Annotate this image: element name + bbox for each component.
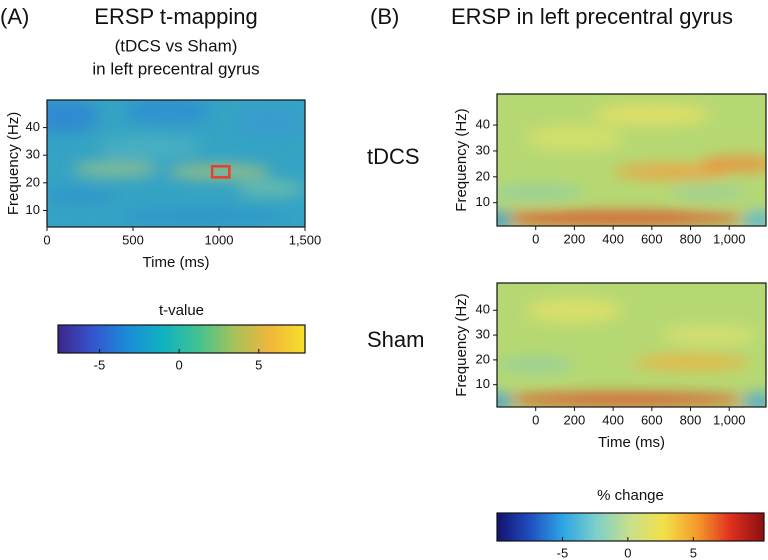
plot-frame — [496, 93, 767, 227]
colorbar — [496, 512, 765, 542]
x-tick-label: 0 — [43, 232, 50, 247]
x-tick-label: 0 — [532, 412, 539, 427]
heatmap-blob — [72, 160, 159, 178]
heatmap-blob — [497, 211, 749, 225]
x-tick-label: 200 — [564, 231, 586, 246]
y-tick-label: 10 — [476, 194, 490, 209]
y-tick-label: 20 — [476, 168, 490, 183]
colorbar-tick-label: 0 — [175, 357, 182, 372]
panel-title: ERSP in left precentral gyrus — [451, 4, 733, 29]
y-tick-label: 40 — [26, 119, 40, 134]
row-label: Sham — [367, 327, 424, 352]
panel-label: (A) — [0, 4, 29, 29]
heatmap-blob — [613, 163, 730, 180]
heatmap-blob — [661, 325, 759, 345]
colorbar-tick-label: 5 — [690, 545, 697, 560]
heatmap — [497, 94, 766, 226]
heatmap-blob — [47, 188, 116, 205]
panel-title: ERSP t-mapping — [94, 4, 257, 29]
y-tick-label: 10 — [26, 202, 40, 217]
highlight-box — [210, 165, 231, 179]
heatmap-blob — [167, 163, 271, 181]
y-tick-label: 30 — [476, 142, 490, 157]
heatmap-blob — [526, 297, 623, 323]
x-tick-label: 1000 — [205, 232, 234, 247]
heatmap-blob — [700, 156, 766, 172]
x-axis-label: Time (ms) — [143, 254, 210, 271]
y-tick-label: 20 — [476, 351, 490, 366]
heatmap-blob — [236, 108, 305, 136]
heatmap-blob — [632, 354, 749, 370]
colorbar — [57, 324, 306, 354]
heatmap-blob — [742, 392, 766, 407]
x-tick-label: 200 — [564, 412, 586, 427]
y-tick-label: 20 — [26, 174, 40, 189]
x-tick-label: 1,000 — [713, 231, 746, 246]
x-tick-label: 600 — [641, 231, 663, 246]
heatmap — [497, 283, 766, 407]
x-tick-label: 800 — [680, 231, 702, 246]
heatmap-blob — [115, 210, 288, 222]
y-axis-label: Frequency (Hz) — [453, 293, 470, 396]
x-tick-label: 500 — [122, 232, 144, 247]
colorbar-tick-label: -5 — [94, 357, 106, 372]
x-tick-label: 400 — [602, 231, 624, 246]
heatmap-blob — [497, 392, 513, 407]
panel-subtitle: in left precentral gyrus — [92, 59, 259, 78]
y-tick-label: 10 — [476, 376, 490, 391]
heatmap-blob — [47, 100, 99, 134]
x-tick-label: 1,500 — [289, 232, 322, 247]
y-axis-label: Frequency (Hz) — [5, 112, 22, 215]
panel-subtitle: (tDCS vs Sham) — [115, 36, 238, 55]
heatmap-blob — [236, 180, 305, 197]
heatmap-blobs — [497, 104, 766, 226]
heatmap-blob — [497, 184, 585, 201]
heatmap-blob — [526, 125, 623, 151]
plot-frame — [46, 99, 306, 228]
y-tick-label: 30 — [476, 327, 490, 342]
heatmap-blob — [593, 104, 710, 126]
x-axis-label: Time (ms) — [598, 434, 665, 451]
heatmap-blob — [671, 184, 749, 201]
row-label: tDCS — [367, 144, 420, 169]
x-tick-label: 0 — [532, 231, 539, 246]
heatmap-blob — [742, 210, 766, 226]
heatmap-blob — [124, 100, 211, 125]
heatmap-blob — [98, 135, 202, 158]
x-tick-label: 800 — [680, 412, 702, 427]
y-tick-label: 40 — [476, 302, 490, 317]
colorbar-tick-label: 5 — [255, 357, 262, 372]
heatmap-blobs — [497, 297, 766, 407]
y-tick-label: 40 — [476, 116, 490, 131]
x-tick-label: 600 — [641, 412, 663, 427]
y-axis-label: Frequency (Hz) — [453, 108, 470, 211]
plot-frame — [496, 282, 767, 408]
panel-label: (B) — [370, 4, 399, 29]
x-tick-label: 1,000 — [713, 412, 746, 427]
x-tick-label: 400 — [602, 412, 624, 427]
colorbar-tick-label: 0 — [624, 545, 631, 560]
y-tick-label: 30 — [26, 147, 40, 162]
heatmap-blob — [497, 393, 749, 406]
colorbar-label: % change — [597, 487, 664, 504]
heatmap-background — [497, 283, 766, 407]
heatmap-blob — [497, 357, 575, 373]
heatmap-blobs — [47, 100, 305, 222]
colorbar-tick-label: -5 — [557, 545, 569, 560]
colorbar-label: t-value — [159, 302, 204, 319]
heatmap — [47, 100, 305, 227]
heatmap-blob — [497, 210, 513, 226]
